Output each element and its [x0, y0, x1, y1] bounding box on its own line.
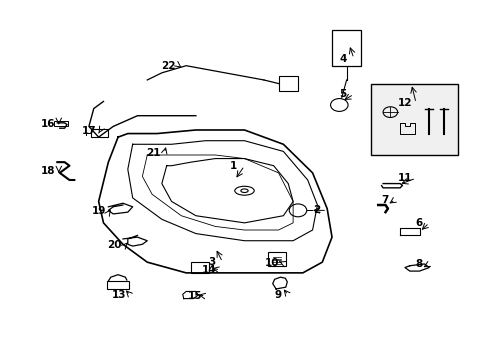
Bar: [278, 76, 297, 91]
Bar: [267, 252, 286, 266]
Bar: [191, 262, 209, 273]
Text: 14: 14: [202, 265, 216, 275]
Text: 21: 21: [146, 148, 161, 158]
Text: 6: 6: [414, 218, 421, 228]
Text: 4: 4: [339, 54, 346, 64]
Text: 11: 11: [397, 173, 412, 183]
Text: 10: 10: [264, 258, 279, 268]
Text: 16: 16: [41, 118, 55, 129]
Text: 3: 3: [208, 257, 215, 267]
Text: 13: 13: [112, 290, 126, 300]
Text: 15: 15: [187, 291, 202, 301]
Bar: [370, 84, 458, 155]
Bar: [54, 121, 67, 126]
Bar: [107, 281, 129, 289]
Bar: [91, 129, 108, 137]
Text: 7: 7: [380, 195, 387, 204]
Text: 20: 20: [107, 240, 122, 250]
Text: 18: 18: [41, 166, 55, 176]
Text: 12: 12: [397, 98, 412, 108]
Text: 8: 8: [414, 259, 421, 269]
Text: 19: 19: [91, 206, 105, 216]
Bar: [331, 30, 361, 66]
Text: 9: 9: [273, 290, 281, 300]
Text: 17: 17: [82, 126, 97, 136]
Text: 5: 5: [339, 89, 346, 99]
Text: 2: 2: [312, 205, 320, 215]
Text: 22: 22: [161, 61, 175, 71]
Text: 1: 1: [230, 161, 237, 171]
